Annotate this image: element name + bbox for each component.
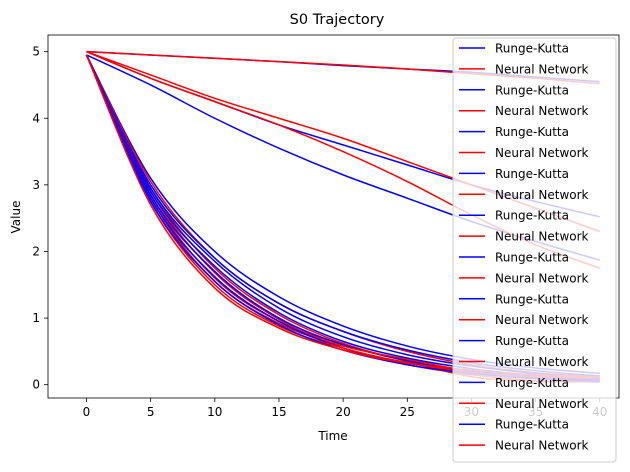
- plot-frame: [47, 34, 620, 399]
- legend-label: Neural Network: [495, 313, 589, 327]
- x-tick-label: 25: [400, 405, 415, 419]
- y-tick-label: 1: [32, 311, 40, 325]
- legend-box: [452, 37, 617, 463]
- legend-entry: Neural Network: [459, 439, 589, 453]
- legend-entry: Runge-Kutta: [459, 418, 569, 432]
- legend-entry: Neural Network: [459, 104, 589, 118]
- legend-label: Runge-Kutta: [495, 418, 569, 432]
- legend-label: Neural Network: [495, 230, 589, 244]
- legend-entry: Neural Network: [459, 146, 589, 160]
- legend-entry: Neural Network: [459, 271, 589, 285]
- y-tick-label: 0: [32, 378, 40, 392]
- x-tick-label: 0: [83, 405, 91, 419]
- legend-label: Neural Network: [495, 397, 589, 411]
- legend-entry: Neural Network: [459, 62, 589, 76]
- legend: Runge-Kutta Neural Network Runge-Kutta Neur…: [452, 37, 617, 463]
- legend-label: Neural Network: [495, 271, 589, 285]
- y-tick-label: 4: [32, 111, 40, 125]
- x-tick-label: 20: [335, 405, 350, 419]
- legend-entry: Runge-Kutta: [459, 42, 569, 56]
- y-tick-label: 5: [32, 45, 40, 59]
- legend-entry: Neural Network: [459, 230, 589, 244]
- legend-label: Runge-Kutta: [495, 251, 569, 265]
- legend-label: Runge-Kutta: [495, 376, 569, 390]
- legend-entry: Runge-Kutta: [459, 376, 569, 390]
- legend-label: Runge-Kutta: [495, 292, 569, 306]
- legend-entry: Runge-Kutta: [459, 292, 569, 306]
- x-axis-label: Time: [317, 429, 347, 443]
- legend-entry: Neural Network: [459, 355, 589, 369]
- legend-entry: Runge-Kutta: [459, 209, 569, 223]
- legend-label: Runge-Kutta: [495, 167, 569, 181]
- legend-label: Neural Network: [495, 355, 589, 369]
- legend-entry: Neural Network: [459, 397, 589, 411]
- legend-label: Neural Network: [495, 62, 589, 76]
- legend-label: Runge-Kutta: [495, 125, 569, 139]
- legend-entry: Runge-Kutta: [459, 167, 569, 181]
- chart-title: S0 Trajectory: [290, 12, 385, 28]
- legend-entry: Runge-Kutta: [459, 251, 569, 265]
- legend-label: Neural Network: [495, 146, 589, 160]
- legend-label: Runge-Kutta: [495, 83, 569, 97]
- legend-entry: Runge-Kutta: [459, 125, 569, 139]
- legend-label: Runge-Kutta: [495, 42, 569, 56]
- x-tick-label: 15: [271, 405, 286, 419]
- legend-label: Runge-Kutta: [495, 209, 569, 223]
- legend-entry: Runge-Kutta: [459, 334, 569, 348]
- legend-label: Neural Network: [495, 188, 589, 202]
- x-tick-label: 5: [147, 405, 155, 419]
- y-tick-label: 3: [32, 178, 40, 192]
- legend-entry: Neural Network: [459, 313, 589, 327]
- legend-label: Neural Network: [495, 104, 589, 118]
- x-tick-label: 10: [207, 405, 222, 419]
- y-tick-label: 2: [32, 244, 40, 258]
- legend-entry: Runge-Kutta: [459, 83, 569, 97]
- legend-label: Runge-Kutta: [495, 334, 569, 348]
- legend-label: Neural Network: [495, 439, 589, 453]
- y-axis-label: Value: [9, 201, 23, 234]
- legend-entry: Neural Network: [459, 188, 589, 202]
